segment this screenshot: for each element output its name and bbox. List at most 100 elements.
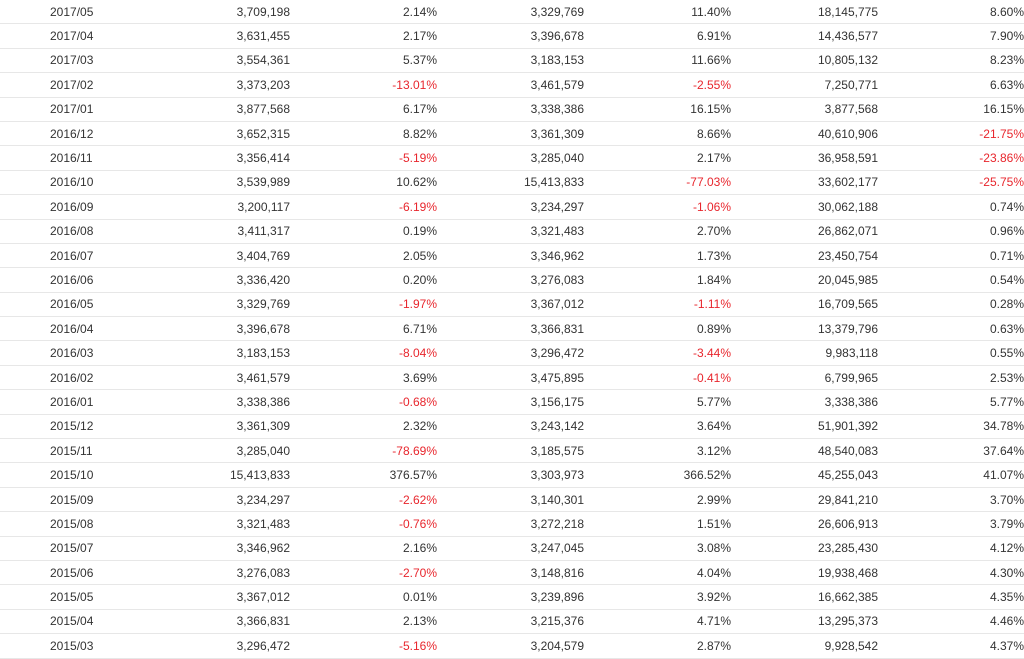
table-row: 2015/03 3,296,472 -5.16% 3,204,579 2.87% 9,92… [0, 633, 1024, 659]
change-1-cell: 2.13% [290, 609, 437, 635]
value-1-cell: 3,411,317 [143, 219, 290, 244]
change-3-cell: 0.71% [878, 243, 1024, 269]
change-3-cell: 0.54% [878, 267, 1024, 293]
value-2-cell: 3,156,175 [437, 389, 584, 415]
value-1-cell: 3,373,203 [143, 72, 290, 98]
table-row: 2016/03 3,183,153 -8.04% 3,296,472 -3.44% 9,9… [0, 340, 1024, 366]
change-1-cell: 6.71% [290, 316, 437, 342]
value-2-cell: 3,396,678 [437, 23, 584, 49]
change-3-cell: 34.78% [878, 414, 1024, 440]
change-2-cell: 11.66% [584, 48, 731, 74]
value-1-cell: 3,356,414 [143, 145, 290, 171]
change-1-cell: -0.76% [290, 511, 437, 537]
change-3-cell: 7.90% [878, 23, 1024, 49]
change-3-cell: 0.96% [878, 219, 1024, 244]
table-row: 2016/05 3,329,769 -1.97% 3,367,012 -1.11% 16,… [0, 292, 1024, 318]
change-2-cell: 11.40% [584, 0, 731, 25]
date-cell: 2016/03 [0, 340, 143, 366]
date-cell: 2017/02 [0, 72, 143, 98]
change-1-cell: 8.82% [290, 121, 437, 147]
date-cell: 2016/09 [0, 194, 143, 220]
date-cell: 2017/04 [0, 23, 143, 49]
value-3-cell: 14,436,577 [731, 23, 878, 49]
table-row: 2015/07 3,346,962 2.16% 3,247,045 3.08% 23,28… [0, 536, 1024, 561]
value-2-cell: 3,361,309 [437, 121, 584, 147]
change-2-cell: 1.73% [584, 243, 731, 269]
change-3-cell: 4.46% [878, 609, 1024, 635]
value-3-cell: 6,799,965 [731, 365, 878, 391]
change-1-cell: -2.62% [290, 487, 437, 513]
value-1-cell: 3,461,579 [143, 365, 290, 391]
value-3-cell: 40,610,906 [731, 121, 878, 147]
value-2-cell: 3,148,816 [437, 560, 584, 586]
change-1-cell: -2.70% [290, 560, 437, 586]
change-2-cell: -77.03% [584, 170, 731, 196]
value-3-cell: 29,841,210 [731, 487, 878, 513]
value-1-cell: 3,539,989 [143, 170, 290, 196]
value-1-cell: 3,709,198 [143, 0, 290, 25]
change-3-cell: 0.55% [878, 340, 1024, 366]
change-2-cell: 3.92% [584, 584, 731, 610]
table-row: 2015/06 3,276,083 -2.70% 3,148,816 4.04% 19,9… [0, 560, 1024, 586]
table-row: 2016/04 3,396,678 6.71% 3,366,831 0.89% 13,37… [0, 316, 1024, 342]
change-2-cell: 2.70% [584, 219, 731, 244]
value-3-cell: 9,928,542 [731, 633, 878, 659]
change-3-cell: 2.53% [878, 365, 1024, 391]
change-2-cell: 3.12% [584, 438, 731, 464]
table-row: 2015/09 3,234,297 -2.62% 3,140,301 2.99% 29,8… [0, 487, 1024, 513]
value-1-cell: 3,366,831 [143, 609, 290, 635]
change-2-cell: 1.84% [584, 267, 731, 293]
value-2-cell: 3,183,153 [437, 48, 584, 74]
change-1-cell: 2.16% [290, 536, 437, 561]
value-1-cell: 3,877,568 [143, 97, 290, 122]
value-1-cell: 3,554,361 [143, 48, 290, 74]
table-row: 2017/01 3,877,568 6.17% 3,338,386 16.15% 3,87… [0, 97, 1024, 122]
value-1-cell: 3,361,309 [143, 414, 290, 440]
table-row: 2016/10 3,539,989 10.62% 15,413,833 -77.03% 3… [0, 170, 1024, 196]
value-2-cell: 3,329,769 [437, 0, 584, 25]
change-1-cell: -13.01% [290, 72, 437, 98]
value-3-cell: 33,602,177 [731, 170, 878, 196]
value-3-cell: 23,285,430 [731, 536, 878, 561]
change-3-cell: 16.15% [878, 97, 1024, 122]
value-1-cell: 15,413,833 [143, 462, 290, 488]
change-3-cell: 4.37% [878, 633, 1024, 659]
value-1-cell: 3,396,678 [143, 316, 290, 342]
value-3-cell: 26,606,913 [731, 511, 878, 537]
table-row: 2015/11 3,285,040 -78.69% 3,185,575 3.12% 48,… [0, 438, 1024, 464]
change-2-cell: 2.17% [584, 145, 731, 171]
change-3-cell: -23.86% [878, 145, 1024, 171]
table-row: 2016/09 3,200,117 -6.19% 3,234,297 -1.06% 30,… [0, 194, 1024, 220]
change-1-cell: 376.57% [290, 462, 437, 488]
value-3-cell: 3,877,568 [731, 97, 878, 122]
change-2-cell: -1.11% [584, 292, 731, 318]
value-1-cell: 3,631,455 [143, 23, 290, 49]
change-2-cell: 4.71% [584, 609, 731, 635]
date-cell: 2016/08 [0, 219, 143, 244]
change-1-cell: -5.19% [290, 145, 437, 171]
value-2-cell: 3,461,579 [437, 72, 584, 98]
change-3-cell: -21.75% [878, 121, 1024, 147]
table-row: 2017/02 3,373,203 -13.01% 3,461,579 -2.55% 7,… [0, 72, 1024, 98]
date-cell: 2015/08 [0, 511, 143, 537]
change-2-cell: 8.66% [584, 121, 731, 147]
change-1-cell: 10.62% [290, 170, 437, 196]
value-1-cell: 3,276,083 [143, 560, 290, 586]
change-3-cell: -25.75% [878, 170, 1024, 196]
table-row: 2015/10 15,413,833 376.57% 3,303,973 366.52%… [0, 462, 1024, 488]
value-1-cell: 3,285,040 [143, 438, 290, 464]
change-2-cell: 16.15% [584, 97, 731, 122]
change-3-cell: 8.23% [878, 48, 1024, 74]
table-row: 2016/06 3,336,420 0.20% 3,276,083 1.84% 20,04… [0, 267, 1024, 293]
change-2-cell: 4.04% [584, 560, 731, 586]
value-1-cell: 3,200,117 [143, 194, 290, 220]
change-1-cell: 6.17% [290, 97, 437, 122]
value-2-cell: 3,321,483 [437, 219, 584, 244]
change-3-cell: 37.64% [878, 438, 1024, 464]
value-2-cell: 3,239,896 [437, 584, 584, 610]
change-2-cell: 3.64% [584, 414, 731, 440]
table-row: 2016/08 3,411,317 0.19% 3,321,483 2.70% 26,86… [0, 219, 1024, 244]
value-2-cell: 3,346,962 [437, 243, 584, 269]
change-3-cell: 3.79% [878, 511, 1024, 537]
date-cell: 2017/01 [0, 97, 143, 122]
